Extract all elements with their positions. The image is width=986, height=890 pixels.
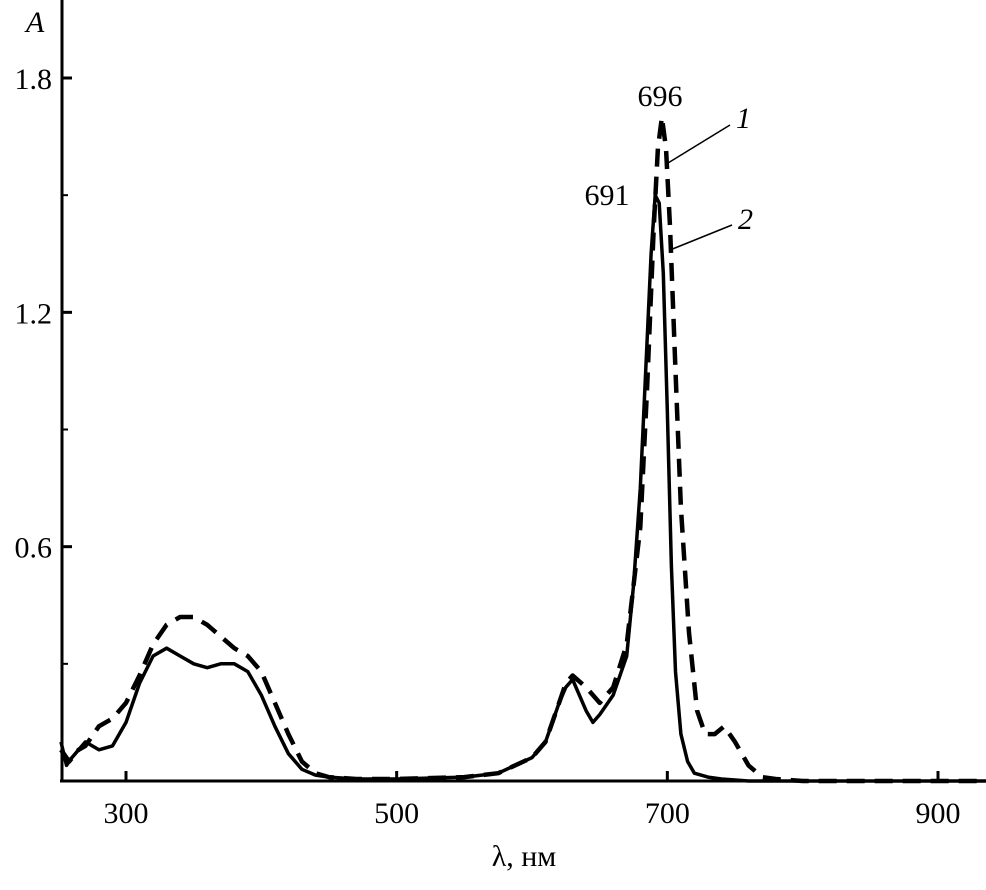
y-tick-label: 0.6: [15, 532, 53, 565]
series-1-leader-line: [667, 124, 731, 164]
y-axis-label: A: [24, 6, 45, 39]
series-1-label: 1: [736, 102, 751, 135]
series-1-line: [59, 114, 986, 784]
x-tick-label: 700: [645, 797, 690, 830]
y-tick-label: 1.8: [15, 63, 53, 96]
peak-annotation-691: 691: [585, 179, 630, 212]
x-tick-label: 900: [916, 797, 961, 830]
series-layer: [59, 114, 986, 784]
ticks: [62, 76, 940, 781]
series-2-label: 2: [738, 203, 753, 236]
x-axis-label: λ, нм: [492, 840, 557, 873]
series-2-leader-line: [669, 224, 733, 251]
tick-labels: 300 500 700 900 0.6 1.2 1.8: [15, 63, 961, 830]
peak-annotation-696: 696: [638, 80, 683, 113]
x-tick-label: 500: [374, 797, 419, 830]
x-tick-label: 300: [104, 797, 149, 830]
series-2-line: [59, 193, 986, 783]
y-tick-label: 1.2: [15, 297, 53, 330]
